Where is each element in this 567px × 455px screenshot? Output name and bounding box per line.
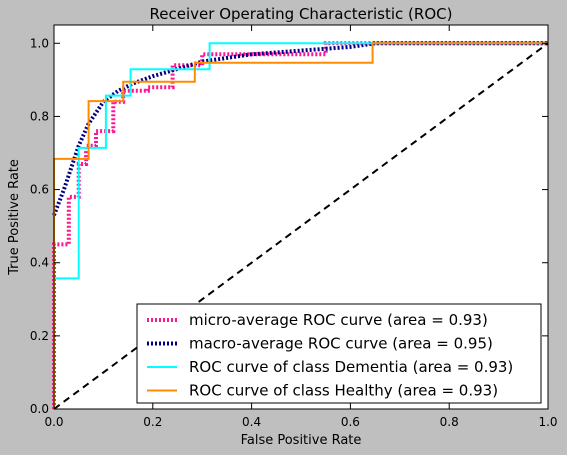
legend: micro-average ROC curve (area = 0.93) mac… [136, 303, 542, 404]
y-tick-label: 0.6 [30, 183, 49, 197]
micro-average-curve [52, 41, 548, 409]
y-tick-label: 1.0 [30, 36, 49, 50]
macro-average-curve [52, 41, 548, 216]
y-tick-label: 0.4 [30, 256, 49, 270]
curve-layer [52, 41, 549, 410]
legend-label: micro-average ROC curve (area = 0.93) [189, 311, 488, 329]
x-tick-label: 0.8 [440, 415, 459, 429]
legend-label: ROC curve of class Dementia (area = 0.93… [189, 358, 513, 376]
x-tick-label: 0.6 [341, 415, 360, 429]
x-axis-label: False Positive Rate [241, 433, 362, 448]
chart-title: Receiver Operating Characteristic (ROC) [150, 5, 453, 23]
y-tick-label: 0.8 [30, 109, 49, 123]
y-axis-label: True Positive Rate [7, 159, 22, 276]
legend-label: macro-average ROC curve (area = 0.95) [189, 335, 493, 353]
x-tick-label: 0.4 [242, 415, 261, 429]
legend-label: ROC curve of class Healthy (area = 0.93) [189, 382, 498, 400]
plot-frame [53, 24, 549, 410]
x-tick-label: 1.0 [538, 415, 557, 429]
y-tick-label: 0.2 [30, 329, 49, 343]
x-tick-label: 0.2 [143, 415, 162, 429]
dementia-curve [53, 42, 548, 409]
y-tick-label: 0.0 [30, 402, 49, 416]
chance-line [53, 42, 549, 410]
legend-box [136, 303, 542, 404]
x-tick-label: 0.0 [44, 415, 63, 429]
healthy-curve [53, 42, 548, 409]
tick-layer: 0.0 0.2 0.4 0.6 0.8 1.0 0.0 0.2 0.4 0.6 0.8 1.0 [30, 25, 558, 429]
legend-entries: micro-average ROC curve (area = 0.93) mac… [147, 311, 513, 400]
